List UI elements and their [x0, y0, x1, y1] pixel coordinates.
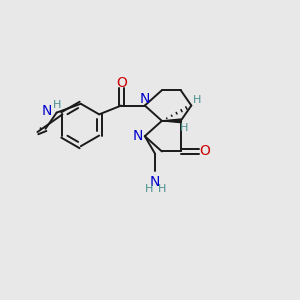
Text: H: H — [144, 184, 153, 194]
Text: N: N — [133, 129, 143, 143]
Text: H: H — [158, 184, 166, 194]
Text: N: N — [140, 92, 150, 106]
Text: N: N — [150, 175, 160, 189]
Text: O: O — [116, 76, 127, 90]
Text: O: O — [199, 145, 210, 158]
Text: N: N — [42, 104, 52, 118]
Text: H: H — [192, 94, 201, 105]
Text: H: H — [52, 100, 61, 110]
Text: H: H — [179, 123, 188, 133]
Polygon shape — [162, 119, 181, 123]
